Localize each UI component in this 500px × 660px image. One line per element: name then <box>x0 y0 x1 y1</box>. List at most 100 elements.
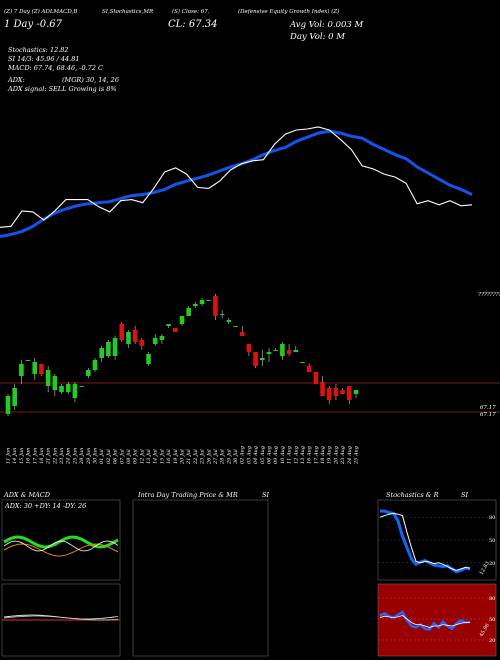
header-close: CL: 67.34 <box>168 19 217 30</box>
header-avg-vol: Avg Vol: 0.003 M <box>289 20 364 30</box>
intraday-title: Intra Day Trading Price & MR <box>137 491 238 499</box>
date-tick-label: 16 Jul <box>166 449 172 464</box>
date-tick-label: 29 Jun <box>86 448 92 465</box>
candle-body <box>286 350 292 354</box>
date-tick-label: 19 Aug <box>327 446 333 464</box>
signal-line <box>3 615 119 621</box>
date-tick-label: 24 Aug <box>347 446 353 465</box>
header-item-1: (Z) 7 Day (Z) ADLMACD,B <box>4 8 77 15</box>
candle-body <box>59 386 64 392</box>
macd-panel <box>1 583 121 657</box>
candle-body <box>79 386 84 387</box>
candle-body <box>300 362 305 363</box>
candle-body <box>106 342 111 356</box>
date-tick-label: 28 Jun <box>79 448 85 465</box>
candle-body <box>333 388 339 396</box>
candle-body <box>86 370 91 376</box>
date-tick-label: 08 Jul <box>126 449 132 464</box>
level-label-1: 67.17 <box>480 405 496 411</box>
date-tick-label: 22 Jun <box>52 448 58 465</box>
candle-body <box>146 354 151 364</box>
adx-line <box>3 535 119 549</box>
date-tick-label: 15 Jul <box>159 449 165 464</box>
date-tick-label: 17 Jun <box>32 448 38 464</box>
date-tick-label: 07 Jul <box>119 449 125 464</box>
date-tick-label: 11 Aug <box>287 446 293 464</box>
date-tick-label: 14 Jul <box>153 449 159 464</box>
date-tick-label: 23 Jul <box>200 449 206 465</box>
candle-body <box>306 366 312 372</box>
date-tick-label: 23 Jun <box>59 448 65 465</box>
adx-label: ADX: <box>7 76 25 84</box>
candle-body <box>25 360 31 361</box>
date-tick-label: 02 Jul <box>106 449 112 464</box>
stoch-title-si: SI <box>461 491 468 499</box>
candle-body <box>246 344 252 352</box>
date-tick-label: 10 Aug <box>280 446 286 464</box>
candle-body <box>233 326 238 327</box>
candle-body <box>239 332 245 336</box>
candle-body <box>206 300 212 301</box>
intraday-panel <box>132 499 269 657</box>
candle-body <box>213 296 218 316</box>
candle-body <box>293 350 299 352</box>
date-tick-label: 19 Jul <box>173 449 179 464</box>
date-tick-label: 13 Aug <box>300 446 306 464</box>
candle-body <box>32 362 38 374</box>
candle-body <box>45 370 51 386</box>
date-tick-label: 30 Jun <box>93 448 99 464</box>
date-tick-label: 30 Jul <box>233 449 239 464</box>
candle-body <box>226 320 232 322</box>
candle-body <box>266 352 272 354</box>
date-tick-label: 12 Jul <box>139 449 145 464</box>
candle-body <box>186 308 191 316</box>
rsi-tick-label: 20 <box>489 638 495 644</box>
price-line <box>0 126 473 228</box>
date-tick-label: 29 Jul <box>226 449 232 465</box>
header-item-2: SI,Stochastics,MR <box>102 9 153 15</box>
date-tick-label: 23 Aug <box>340 446 346 465</box>
candle-body <box>152 338 158 344</box>
candle-body <box>5 396 11 414</box>
date-tick-label: 06 Jul <box>113 449 119 464</box>
candle-body <box>260 358 265 360</box>
rsi-signal-line <box>379 615 470 628</box>
candle-body <box>92 360 98 370</box>
date-tick-label: 24 Jun <box>66 448 72 465</box>
info-block: Stochastics: 12.82 SI 14/3: 45.96 / 44.8… <box>7 46 119 93</box>
adx-panel-label: ADX: 30 +DY: 14 -DY: 26 <box>4 502 86 510</box>
header-item-4: (Defensive Equity Growth Index) (Z) <box>238 8 339 15</box>
date-tick-label: 03 Aug <box>246 446 252 464</box>
candle-body <box>12 388 17 406</box>
date-tick-label: 25 Aug <box>354 446 360 465</box>
candle-body <box>199 300 205 304</box>
candle-body <box>112 338 118 356</box>
candle-body <box>347 386 352 400</box>
candle-body <box>166 324 171 326</box>
moving-average-line <box>0 129 473 238</box>
adx-panel: ADX: 30 +DY: 14 -DY: 26 <box>1 499 121 581</box>
candle-body <box>340 390 345 394</box>
candle-body <box>193 304 198 306</box>
date-tick-label: 22 Jul <box>193 449 199 465</box>
stoch-title: Stochastics & R <box>386 491 439 499</box>
candle-body <box>273 350 278 351</box>
price-line-panel <box>0 126 473 238</box>
date-tick-label: 27 Jul <box>213 449 219 465</box>
header-change: 1 Day -0.67 <box>4 19 63 30</box>
minus-dy-line <box>3 540 119 552</box>
si-value: SI 14/3: 45.96 / 44.81 <box>8 55 79 63</box>
candle-body <box>313 372 319 384</box>
header-item-3: (S) Close: 67. <box>172 8 210 15</box>
date-tick-label: 05 Aug <box>260 446 266 464</box>
stoch-tick-label: 20 <box>489 561 495 567</box>
candle-body <box>39 364 44 374</box>
macd-value: MACD: 67.74, 68.46, -0.72 C <box>7 64 103 72</box>
adx-values: (MGR) 30, 14, 26 <box>62 76 119 84</box>
stoch-tick-label: 50 <box>489 538 495 544</box>
candle-body <box>280 344 285 356</box>
date-tick-label: 20 Jul <box>180 449 186 465</box>
